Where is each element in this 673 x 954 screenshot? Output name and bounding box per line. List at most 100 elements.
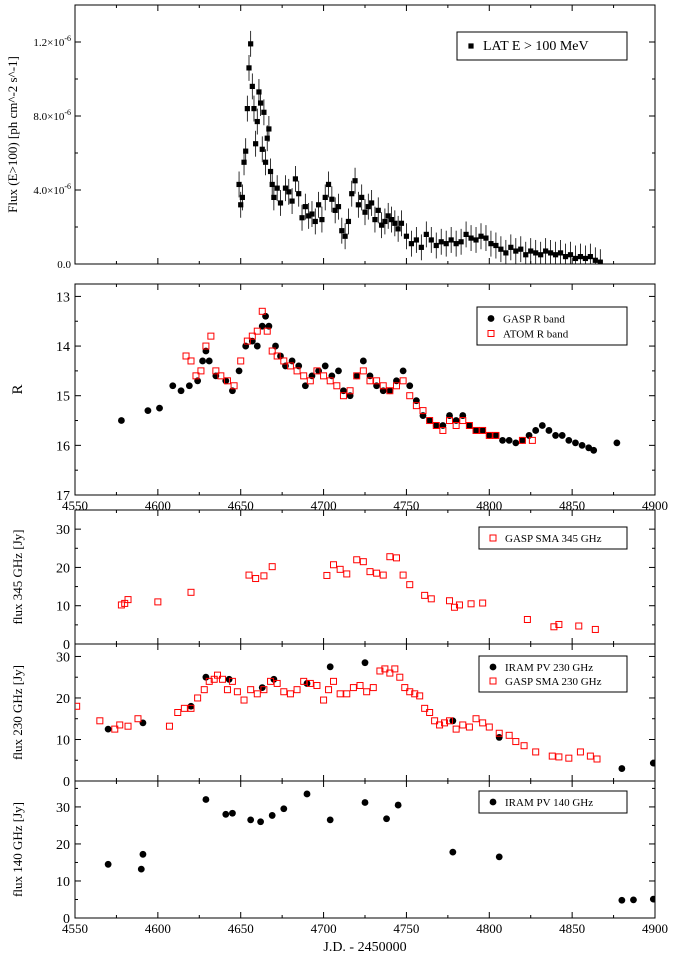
data-point: [495, 729, 503, 737]
data-point: [356, 682, 364, 690]
data-point: [593, 755, 601, 763]
data-point: [372, 217, 378, 223]
legend: LAT E > 100 MeV: [456, 31, 628, 61]
data-point: [240, 696, 248, 704]
panel-f230: 0 10 20 30 flux 230 GHz [Jy] IRAM PV 230 GHz G…: [10, 643, 656, 790]
data-point: [346, 387, 354, 395]
y-axis-label: flux 230 GHz [Jy]: [10, 665, 25, 760]
data-point: [352, 178, 358, 184]
data-point: [512, 439, 520, 447]
data-point: [388, 217, 395, 223]
data-point: [187, 357, 195, 365]
data-point: [366, 568, 374, 576]
data-point: [479, 427, 487, 434]
y-axis-label: R: [10, 384, 26, 394]
data-point: [245, 571, 253, 579]
data-point: [558, 432, 566, 439]
data-point: [485, 723, 493, 731]
data-point: [336, 690, 344, 698]
data-point: [280, 357, 288, 365]
data-point: [280, 805, 288, 813]
data-point: [339, 392, 347, 400]
data-point: [289, 198, 295, 204]
legend-box: [476, 306, 628, 346]
data-point: [459, 721, 467, 729]
data-point: [199, 357, 207, 365]
data-point: [512, 738, 520, 746]
y-tick-label: 30: [56, 801, 70, 816]
data-point: [273, 352, 281, 360]
data-point: [473, 237, 479, 243]
y-tick-label: 14: [56, 340, 70, 355]
legend-box: [478, 790, 628, 814]
data-point: [262, 159, 269, 165]
data-point: [326, 663, 334, 671]
data-point: [180, 704, 188, 712]
data-point: [505, 436, 513, 444]
data-point: [523, 615, 531, 623]
data-point: [582, 255, 588, 262]
legend-label: ATOM R band: [503, 329, 569, 341]
data-point: [156, 404, 163, 412]
data-point: [483, 235, 489, 241]
data-point: [343, 690, 351, 698]
data-point: [386, 669, 394, 677]
y-tick-label: 10: [56, 600, 70, 615]
data-point: [312, 218, 318, 225]
data-point: [253, 141, 259, 147]
legend-label: GASP R band: [503, 314, 565, 326]
data-point: [498, 246, 504, 252]
data-point: [267, 677, 275, 685]
data-point: [630, 896, 637, 904]
data-point: [518, 436, 526, 444]
data-point: [339, 228, 345, 234]
data-point: [433, 242, 439, 249]
data-point: [280, 688, 288, 696]
data-point: [306, 377, 314, 385]
data-point: [253, 327, 261, 335]
data-point: [335, 367, 342, 375]
data-point: [75, 702, 81, 710]
legend: GASP R band ATOM R band: [476, 306, 628, 346]
legend-marker: [489, 677, 497, 685]
x-tick-label: 4700: [311, 921, 337, 936]
data-point: [532, 748, 540, 756]
data-point: [355, 202, 361, 208]
data-point: [548, 250, 554, 256]
data-point: [306, 213, 312, 219]
data-point: [316, 202, 322, 208]
data-point: [286, 189, 292, 195]
data-point: [479, 599, 487, 607]
data-point: [233, 688, 241, 696]
data-point: [223, 686, 231, 694]
data-point: [432, 421, 440, 429]
data-point: [243, 337, 251, 345]
data-point: [366, 377, 374, 385]
data-point: [286, 362, 294, 370]
data-point: [413, 237, 419, 243]
legend-box: [456, 31, 628, 61]
data-point: [578, 441, 586, 449]
data-point: [452, 725, 460, 733]
data-point: [313, 682, 321, 690]
legend-marker: [487, 315, 495, 322]
panel-sma345: 0 10 20 30 flux 345 GHz [Jy] GASP SMA 345 GHz: [10, 509, 656, 653]
data-point: [144, 407, 152, 414]
data-point: [286, 690, 294, 698]
legend-label: LAT E > 100 MeV: [483, 39, 589, 54]
data-point: [508, 244, 514, 250]
legend-label: IRAM PV 230 GHz: [505, 662, 593, 674]
y-axis-label: flux 345 GHz [Jy]: [10, 530, 25, 625]
legend-label: IRAM PV 140 GHz: [505, 797, 593, 809]
data-point: [513, 248, 519, 254]
data-point: [552, 432, 559, 439]
data-point: [386, 387, 394, 395]
data-point: [590, 446, 598, 454]
data-point: [597, 259, 603, 264]
data-point: [116, 721, 124, 729]
data-point: [244, 106, 250, 112]
data-point: [239, 194, 245, 200]
data-point: [359, 194, 365, 200]
data-point: [392, 220, 398, 226]
